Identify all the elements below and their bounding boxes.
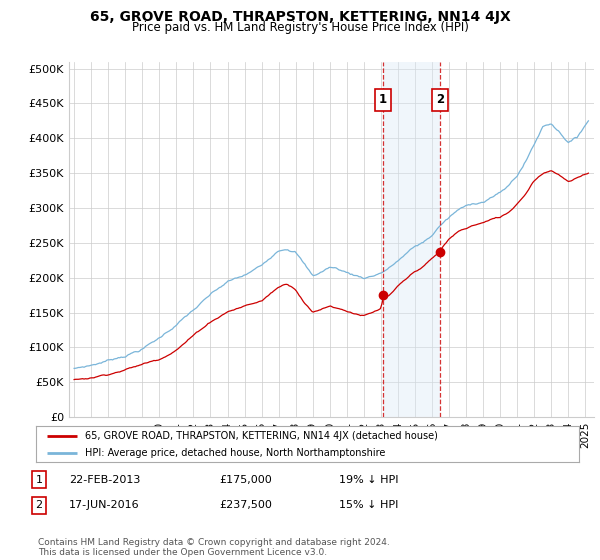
Text: 1: 1 [35, 475, 43, 485]
Text: 15% ↓ HPI: 15% ↓ HPI [339, 500, 398, 510]
Text: 19% ↓ HPI: 19% ↓ HPI [339, 475, 398, 485]
Text: £237,500: £237,500 [219, 500, 272, 510]
Text: 22-FEB-2013: 22-FEB-2013 [69, 475, 140, 485]
Text: 65, GROVE ROAD, THRAPSTON, KETTERING, NN14 4JX (detached house): 65, GROVE ROAD, THRAPSTON, KETTERING, NN… [85, 431, 438, 441]
Text: 65, GROVE ROAD, THRAPSTON, KETTERING, NN14 4JX: 65, GROVE ROAD, THRAPSTON, KETTERING, NN… [89, 10, 511, 24]
Text: 2: 2 [436, 94, 444, 106]
Text: 1: 1 [379, 94, 387, 106]
Text: £175,000: £175,000 [219, 475, 272, 485]
Text: Price paid vs. HM Land Registry's House Price Index (HPI): Price paid vs. HM Land Registry's House … [131, 21, 469, 34]
Bar [383, 62, 440, 417]
Text: HPI: Average price, detached house, North Northamptonshire: HPI: Average price, detached house, Nort… [85, 448, 385, 458]
Text: 17-JUN-2016: 17-JUN-2016 [69, 500, 140, 510]
Text: 2: 2 [35, 500, 43, 510]
Text: Contains HM Land Registry data © Crown copyright and database right 2024.
This d: Contains HM Land Registry data © Crown c… [38, 538, 389, 557]
